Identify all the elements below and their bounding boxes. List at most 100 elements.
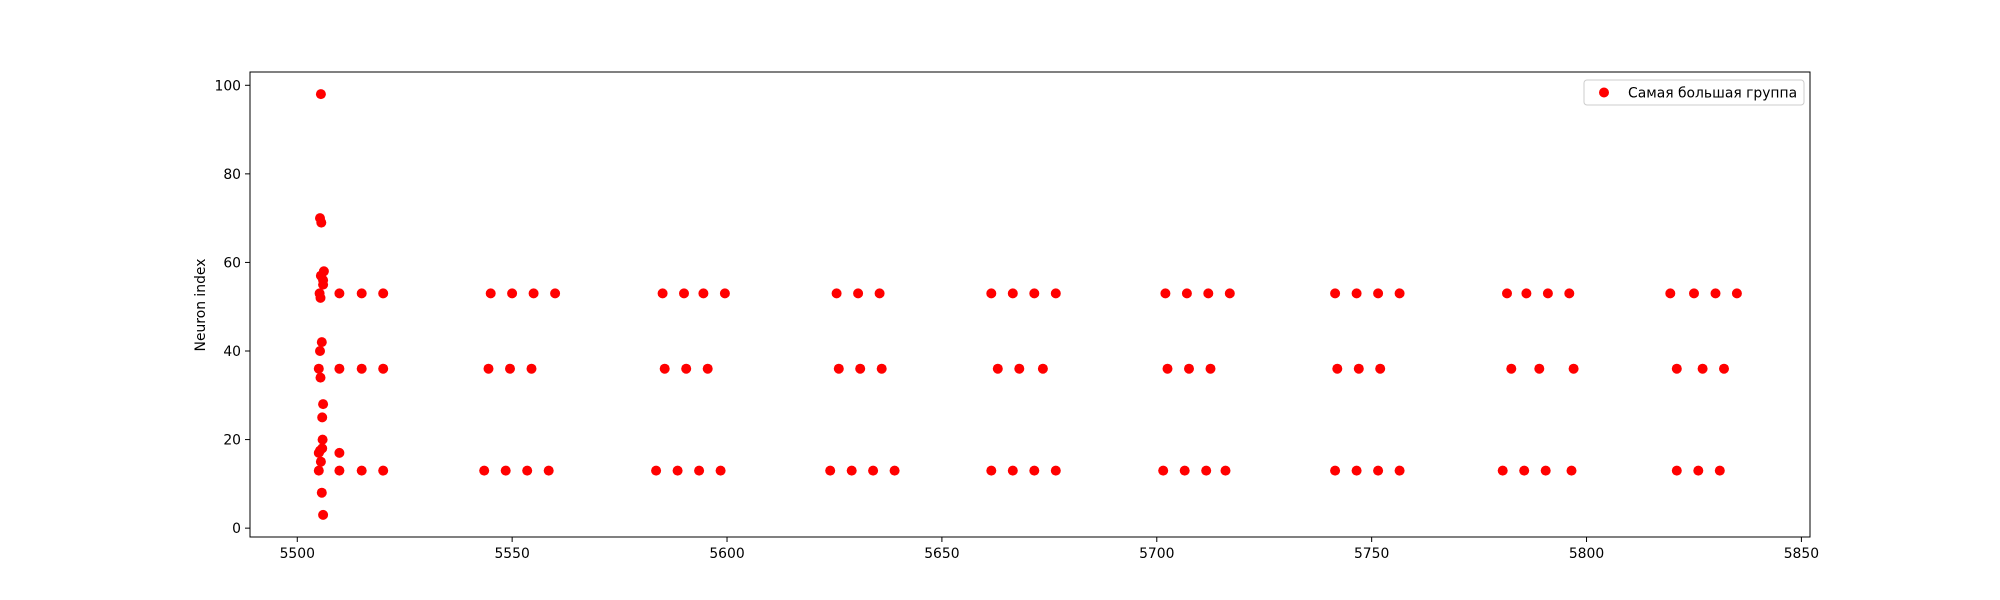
data-point xyxy=(1160,288,1171,299)
data-point xyxy=(528,288,539,299)
data-point xyxy=(1693,465,1704,476)
data-point xyxy=(1506,363,1517,374)
legend-label: Самая большая группа xyxy=(1628,86,1797,102)
x-tick-label: 5600 xyxy=(709,546,744,562)
data-point xyxy=(876,363,887,374)
data-point xyxy=(1671,363,1682,374)
data-point xyxy=(1037,363,1048,374)
data-point xyxy=(313,363,324,374)
data-point xyxy=(1330,465,1341,476)
data-point xyxy=(1014,363,1025,374)
data-point xyxy=(1332,363,1343,374)
data-point xyxy=(1205,363,1216,374)
data-point xyxy=(1351,465,1362,476)
data-point xyxy=(1375,363,1386,374)
y-tick-label: 40 xyxy=(223,344,241,360)
data-point xyxy=(889,465,900,476)
data-point xyxy=(1671,465,1682,476)
data-point xyxy=(1568,363,1579,374)
data-point xyxy=(479,465,490,476)
data-point xyxy=(334,288,345,299)
y-axis-label: Neuron index xyxy=(193,259,209,352)
data-point xyxy=(526,363,537,374)
y-tick-label: 20 xyxy=(223,433,241,449)
data-point xyxy=(1566,465,1577,476)
data-point xyxy=(698,288,709,299)
data-point xyxy=(505,363,515,374)
data-point xyxy=(1502,288,1512,299)
data-point xyxy=(855,363,866,374)
data-point xyxy=(1353,363,1364,374)
data-point xyxy=(356,465,367,476)
legend-box xyxy=(1583,79,1805,106)
data-point xyxy=(318,509,329,520)
data-point xyxy=(1719,363,1729,374)
data-point xyxy=(315,89,326,100)
data-point xyxy=(986,288,997,299)
data-point xyxy=(719,288,730,299)
data-point xyxy=(1540,465,1551,476)
x-tick-label: 5800 xyxy=(1569,546,1604,562)
data-point xyxy=(672,465,683,476)
data-point xyxy=(1007,465,1018,476)
data-point xyxy=(1373,288,1384,299)
y-axis: 0 20 40 60 80 100 xyxy=(214,78,250,537)
data-point xyxy=(657,288,668,299)
y-tick-label: 100 xyxy=(214,78,241,94)
data-point xyxy=(833,363,844,374)
y-tick-label: 80 xyxy=(223,167,241,183)
data-point xyxy=(1710,288,1721,299)
data-point xyxy=(316,337,327,348)
data-point xyxy=(485,288,496,299)
data-point xyxy=(831,288,842,299)
data-point xyxy=(1351,288,1362,299)
legend: Самая большая группа xyxy=(1583,79,1805,106)
data-point xyxy=(500,465,511,476)
data-point xyxy=(1201,465,1212,476)
y-tick-label: 60 xyxy=(223,255,241,271)
data-point xyxy=(1534,363,1545,374)
data-point xyxy=(853,288,864,299)
x-tick-label: 5700 xyxy=(1139,546,1174,562)
data-point xyxy=(1181,288,1192,299)
data-point xyxy=(313,465,324,476)
data-point xyxy=(317,412,328,423)
data-point xyxy=(378,465,389,476)
data-point xyxy=(318,266,329,277)
data-point xyxy=(874,288,885,299)
data-point xyxy=(316,487,327,498)
data-point xyxy=(550,288,561,299)
data-point xyxy=(378,363,389,374)
data-point xyxy=(1158,465,1169,476)
data-point xyxy=(315,346,325,356)
data-point xyxy=(825,465,836,476)
data-point xyxy=(334,447,345,458)
data-point xyxy=(1373,465,1384,476)
data-point xyxy=(1542,288,1553,299)
data-point xyxy=(483,363,494,374)
data-point xyxy=(659,363,670,374)
data-point xyxy=(1497,465,1508,476)
data-point xyxy=(1519,465,1530,476)
data-point xyxy=(986,465,997,476)
data-point xyxy=(356,288,367,299)
data-point xyxy=(1029,465,1040,476)
plot-frame xyxy=(249,71,1811,538)
data-point xyxy=(1007,288,1018,299)
data-points xyxy=(313,89,1742,520)
legend-marker xyxy=(1599,87,1609,98)
data-point xyxy=(1697,363,1708,374)
data-point xyxy=(1203,288,1214,299)
data-point xyxy=(715,465,726,476)
data-point xyxy=(543,465,554,476)
x-tick-label: 5750 xyxy=(1354,546,1389,562)
data-point xyxy=(315,372,326,383)
data-point xyxy=(1521,288,1532,299)
data-point xyxy=(1162,363,1173,374)
data-point xyxy=(1050,465,1061,476)
data-point xyxy=(334,465,345,476)
x-tick-label: 5550 xyxy=(494,546,529,562)
data-point xyxy=(522,465,533,476)
x-axis: 5500 5550 5600 5650 5700 5750 5800 5850 xyxy=(280,537,1819,562)
